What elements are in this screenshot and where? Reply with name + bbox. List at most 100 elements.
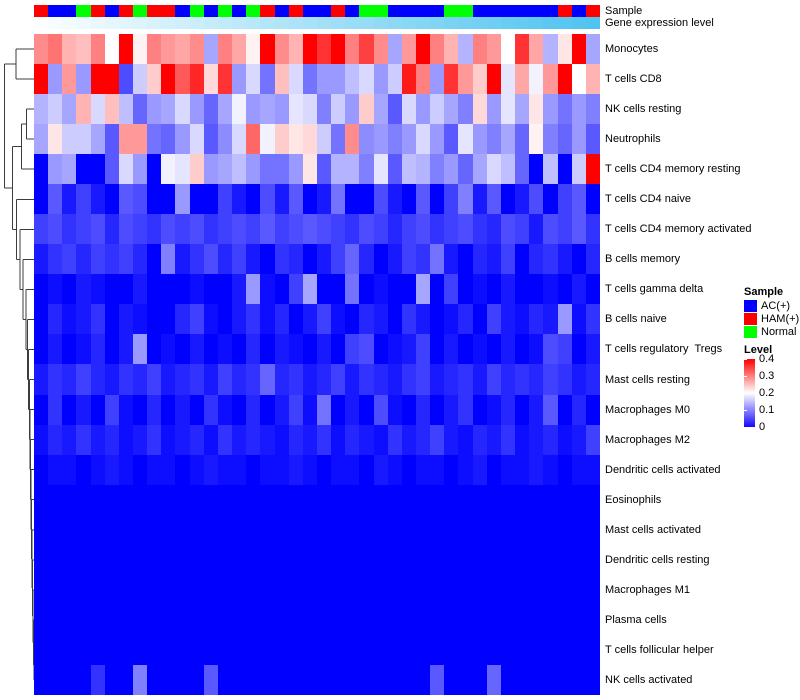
heatmap-cell [529,124,544,155]
heatmap-cell [316,214,332,245]
heatmap-cell [458,604,473,635]
heatmap-cell [345,454,360,485]
heatmap-cell [175,214,190,245]
heatmap-cell [288,514,303,545]
heatmap-cell [500,94,516,125]
heatmap-cell [387,424,402,455]
heatmap-cell [48,454,63,485]
heatmap-cell [133,634,148,665]
heatmap-cell [458,244,473,275]
heatmap-cell [260,214,275,245]
heatmap-cell [203,154,218,185]
heatmap-cell [161,34,176,65]
heatmap-cell [118,34,134,65]
heatmap-cell [133,124,148,155]
heatmap-cell [430,154,445,185]
heatmap-cell [288,244,303,275]
heatmap-cell [458,394,473,425]
gene-annotation-cell [316,17,332,29]
heatmap-cell [232,424,247,455]
heatmap-cell [444,484,459,515]
heatmap-cell [571,424,586,455]
heatmap-cell [161,364,176,395]
heatmap-cell [118,64,134,95]
heatmap-cell [500,214,516,245]
heatmap-cell [34,484,49,515]
heatmap-cell [302,424,317,455]
heatmap-cell [430,274,445,305]
heatmap-cell [529,604,544,635]
heatmap-cell [345,154,360,185]
heatmap-cell [500,604,516,635]
heatmap-cell [203,184,218,215]
heatmap-cell [373,544,388,575]
row-label: B cells naive [605,313,667,326]
heatmap-cell [161,304,176,335]
legend-item-ac: AC(+) [744,299,800,312]
heatmap-cell [232,394,247,425]
heatmap-cell [416,454,431,485]
heatmap-cell [203,574,218,605]
heatmap-cell [161,184,176,215]
heatmap-cell [444,454,459,485]
heatmap-cell [316,304,332,335]
heatmap-cell [359,394,374,425]
heatmap-cell [557,154,572,185]
heatmap-cell [515,424,530,455]
heatmap-cell [543,34,558,65]
heatmap-cell [90,574,105,605]
heatmap-cell [260,244,275,275]
heatmap-cell [175,634,190,665]
heatmap-cell [472,484,487,515]
heatmap-cell [416,604,431,635]
heatmap-cell [62,604,77,635]
heatmap-cell [359,124,374,155]
heatmap-cell [175,544,190,575]
heatmap-cell [48,304,63,335]
heatmap-cell [90,514,105,545]
heatmap-cell [217,544,233,575]
heatmap-cell [529,334,544,365]
heatmap-cell [515,454,530,485]
heatmap-cell [34,214,49,245]
gene-annotation-cell [500,17,516,29]
heatmap-cell [500,484,516,515]
sample-annotation-cell [48,5,63,17]
heatmap-cell [203,274,218,305]
heatmap-cell [161,154,176,185]
heatmap-cell [302,154,317,185]
heatmap-cell [359,544,374,575]
heatmap-cell [401,424,417,455]
heatmap-cell [189,154,204,185]
heatmap-cell [486,334,501,365]
heatmap-cell [585,484,600,515]
heatmap-cell [246,664,261,695]
heatmap-cell [543,424,558,455]
heatmap-cell [331,154,346,185]
gene-annotation-cell [302,17,317,29]
heatmap-cell [543,484,558,515]
heatmap-cell [118,574,134,605]
heatmap-cell [34,154,49,185]
heatmap-cell [217,334,233,365]
heatmap-cell [246,514,261,545]
heatmap-cell [359,514,374,545]
heatmap-cell [189,274,204,305]
heatmap-cell [458,124,473,155]
heatmap-cell [373,634,388,665]
gene-annotation-cell [458,17,473,29]
heatmap-cell [387,544,402,575]
heatmap-cell [161,634,176,665]
heatmap-cell [118,154,134,185]
heatmap-cell [133,274,148,305]
heatmap-cell [458,634,473,665]
heatmap-cell [458,574,473,605]
heatmap-cell [302,184,317,215]
heatmap-cell [90,274,105,305]
heatmap-cell [444,214,459,245]
heatmap-cell [48,484,63,515]
row-label: Macrophages M0 [605,403,690,416]
heatmap-cell [203,304,218,335]
heatmap-cell [571,154,586,185]
heatmap-cell [246,34,261,65]
